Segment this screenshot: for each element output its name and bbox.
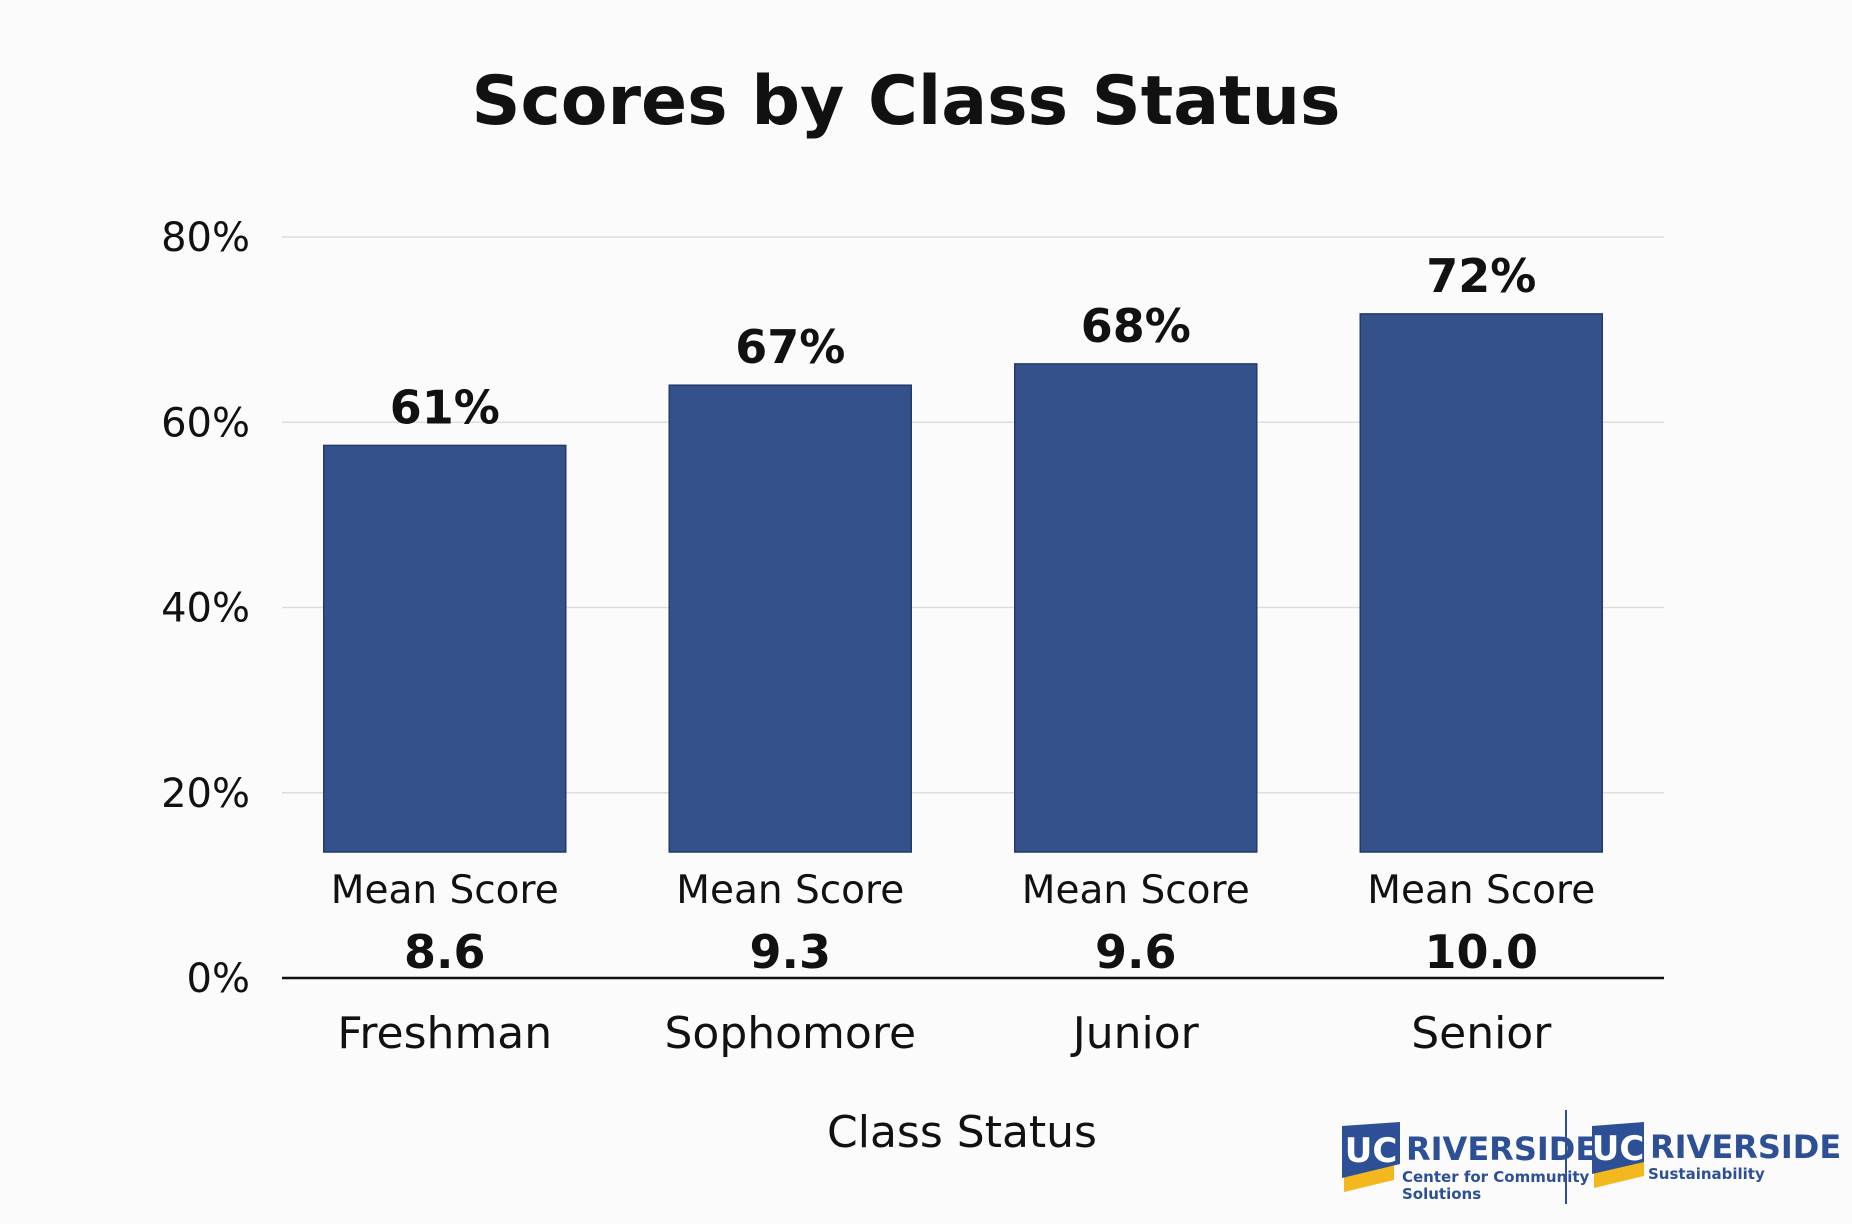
uc-riverside-sustainability-logo: UC RIVERSIDE Sustainability [1592,1122,1841,1188]
mean-score-label: Mean Score [1022,868,1250,913]
logo-subtitle-line-1: Sustainability [1648,1165,1765,1183]
chart-title: Scores by Class Status [472,62,1341,141]
y-tick-label: 20% [161,771,250,817]
mean-score-label: Mean Score [331,868,559,913]
x-tick-label: Freshman [337,1008,552,1059]
mean-score-value: 9.6 [1095,925,1177,979]
bars [323,313,1603,853]
y-tick-label: 0% [187,956,250,1002]
bar [1014,363,1258,853]
mean-score-value: 9.3 [750,925,832,979]
y-tick-label: 60% [161,400,250,446]
bar [668,384,912,853]
mean-score-value: 10.0 [1425,925,1539,979]
y-tick-label: 40% [161,586,250,632]
logo-shield-blue [1592,1122,1644,1174]
logo-name: RIVERSIDE [1650,1128,1841,1166]
y-axis-ticks: 0% 20% 40% 60% 80% [161,215,250,1002]
bar-data-label: 68% [1081,299,1191,353]
logo-subtitle-line-1: Center for Community [1402,1168,1590,1186]
x-tick-label: Junior [1070,1008,1200,1059]
bar-data-label: 67% [735,320,845,374]
logo-shield-blue [1342,1122,1400,1178]
uc-riverside-community-solutions-logo: UC RIVERSIDE Center for Community Soluti… [1342,1122,1597,1203]
bar-data-label: 61% [390,380,500,434]
x-axis-label: Class Status [827,1107,1097,1158]
logo-name: RIVERSIDE [1406,1130,1597,1168]
bar [323,444,567,853]
mean-score-label: Mean Score [676,868,904,913]
mean-score-label: Mean Score [1367,868,1595,913]
bar-data-label: 72% [1426,249,1536,303]
mean-score-value: 8.6 [404,925,486,979]
x-tick-label: Senior [1411,1008,1552,1059]
x-tick-label: Sophomore [664,1008,916,1059]
bar [1359,313,1603,853]
logo-uc-mark: UC [1345,1131,1398,1171]
logo-subtitle-line-2: Solutions [1402,1185,1481,1203]
logo-uc-mark: UC [1592,1129,1645,1169]
y-tick-label: 80% [161,215,250,261]
bar-labels: 61% Mean Score 8.6 Freshman 67% Mean Score 9.3… [331,249,1595,1059]
